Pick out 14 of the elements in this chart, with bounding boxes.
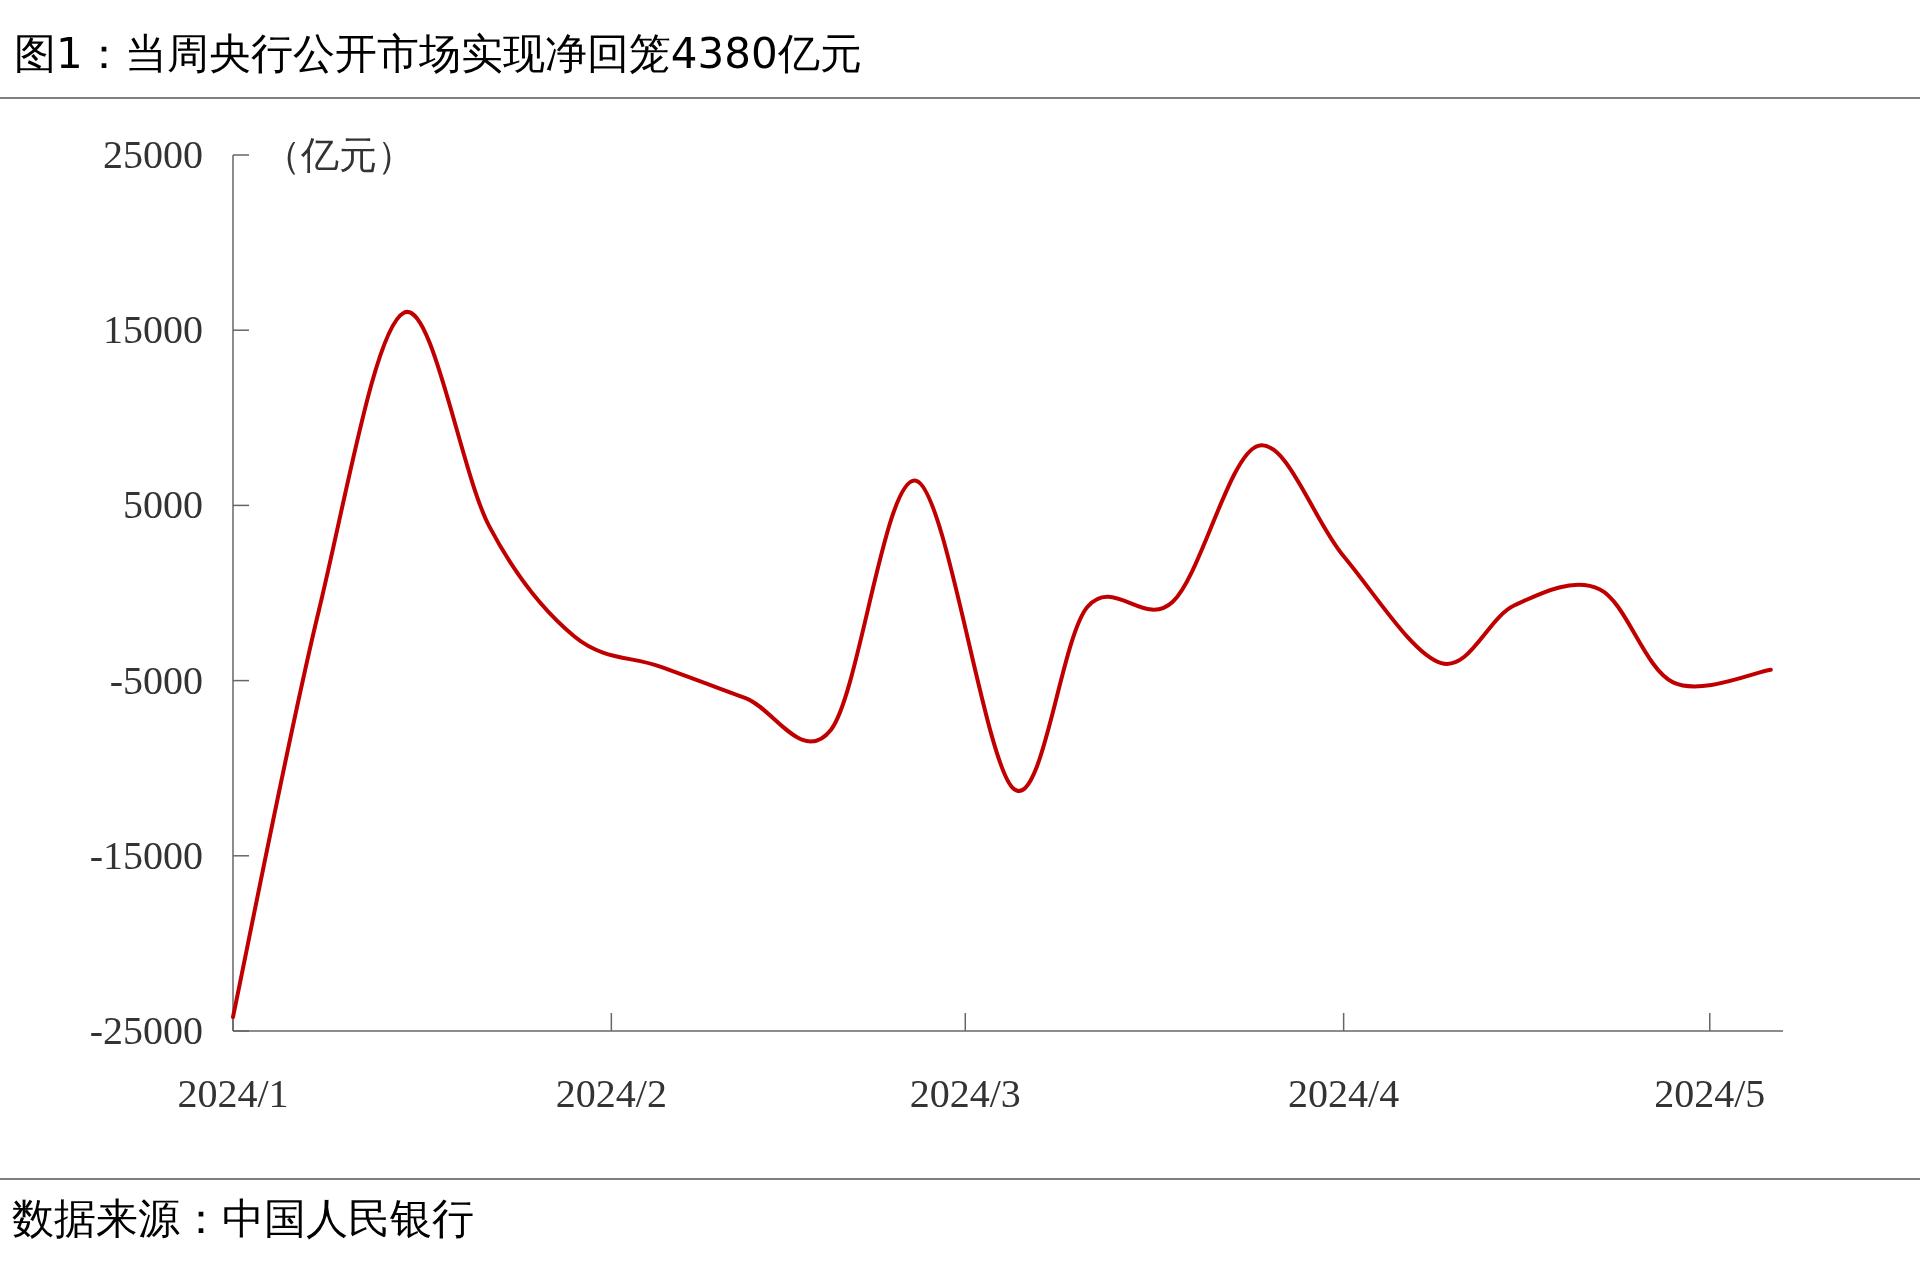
source-note: 数据来源：中国人民银行 (12, 1194, 474, 1243)
x-tick-label: 2024/1 (177, 1071, 289, 1116)
y-tick-label: 15000 (103, 307, 203, 353)
chart-title: 图1：当周央行公开市场实现净回笼4380亿元 (14, 29, 862, 78)
x-tick-label: 2024/2 (555, 1071, 667, 1116)
x-tick-label: 2024/5 (1654, 1071, 1766, 1116)
y-tick-label: -5000 (109, 657, 203, 703)
y-tick-label: -25000 (89, 1008, 203, 1053)
y-tick-label: 25000 (103, 132, 203, 177)
y-tick-label: 5000 (123, 482, 203, 528)
x-tick-label: 2024/4 (1288, 1071, 1400, 1116)
x-tick-label: 2024/3 (909, 1071, 1021, 1116)
y-tick-label: -15000 (89, 832, 203, 878)
y-axis-title: （亿元） (263, 133, 415, 177)
